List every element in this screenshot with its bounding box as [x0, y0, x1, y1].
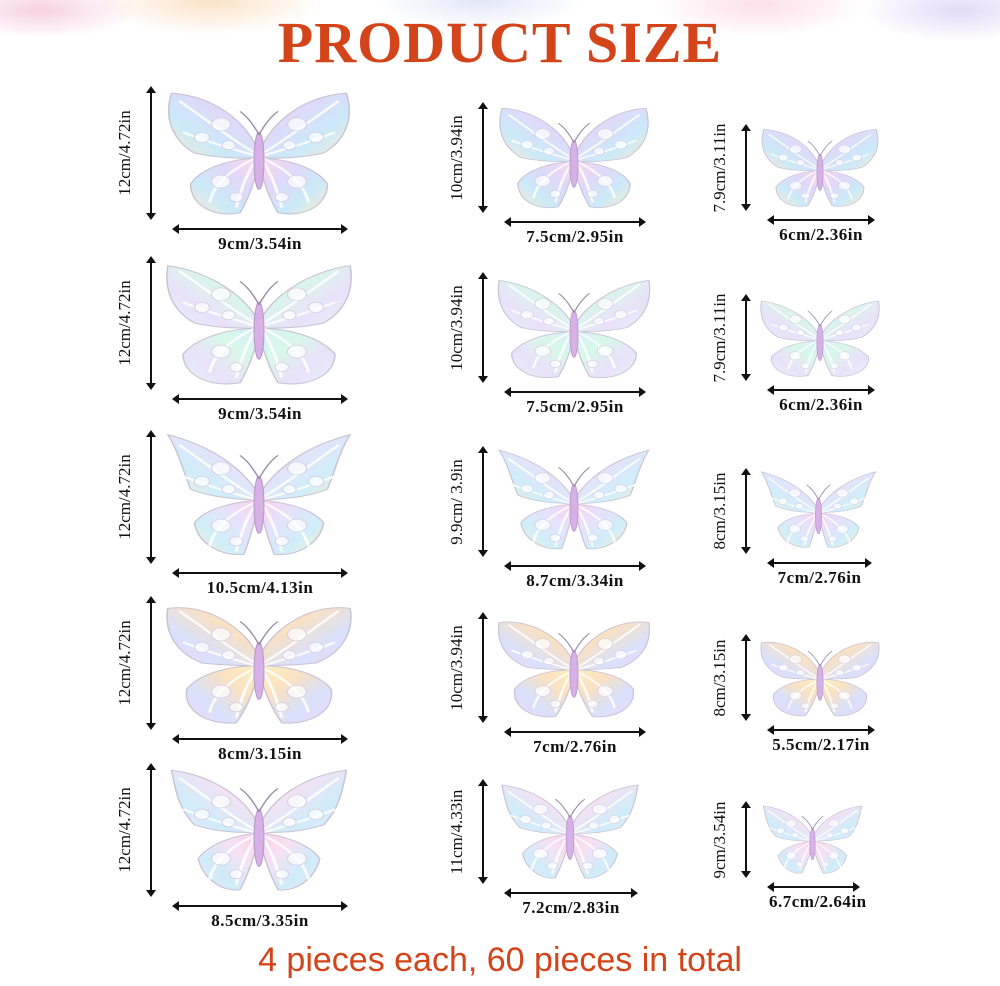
width-label: 7cm/2.76in: [533, 737, 617, 756]
height-label: 12cm/4.72in: [115, 280, 134, 366]
width-label: 6cm/2.36in: [779, 225, 863, 244]
width-label: 7.2cm/2.83in: [522, 898, 620, 917]
width-label: 10.5cm/4.13in: [206, 578, 314, 597]
width-dimension-arrow: [767, 385, 875, 395]
height-dimension-arrow: [741, 801, 751, 878]
width-dimension-arrow: [172, 224, 348, 234]
height-dimension-arrow: [741, 634, 751, 721]
height-dimension-arrow: [146, 86, 156, 220]
width-dimension-arrow: [504, 727, 646, 737]
width-label: 7.5cm/2.95in: [526, 227, 624, 246]
height-label: 12cm/4.72in: [115, 620, 134, 706]
width-dimension-arrow: [172, 568, 348, 578]
butterfly-image: [759, 636, 881, 724]
width-dimension-arrow: [504, 561, 646, 571]
width-dimension-arrow: [767, 882, 860, 892]
height-label: 10cm/3.94in: [447, 114, 466, 201]
height-label: 12cm/4.72in: [115, 110, 134, 196]
butterfly-image: [759, 126, 881, 214]
width-label: 6.7cm/2.64in: [769, 892, 867, 911]
width-dimension-arrow: [767, 725, 875, 735]
height-dimension-arrow: [478, 102, 488, 213]
width-label: 8cm/3.15in: [218, 744, 302, 763]
height-label: 12cm/4.72in: [115, 454, 134, 540]
width-label: 7cm/2.76in: [777, 568, 862, 587]
height-label: 9cm/3.54in: [710, 801, 729, 878]
height-dimension-arrow: [146, 430, 156, 564]
butterfly-image: [496, 104, 652, 216]
height-dimension-arrow: [741, 124, 751, 211]
height-dimension-arrow: [478, 272, 488, 383]
width-dimension-arrow: [504, 387, 646, 397]
height-dimension-arrow: [478, 612, 488, 723]
butterfly-image: [164, 88, 354, 223]
height-label: 7.9cm/3.11in: [710, 122, 729, 213]
width-label: 6cm/2.36in: [779, 395, 863, 414]
butterfly-image: [759, 470, 878, 557]
height-label: 8cm/3.15in: [710, 472, 729, 550]
quantity-caption: 4 pieces each, 60 pieces in total: [258, 941, 742, 979]
butterfly-image: [496, 274, 652, 386]
height-dimension-arrow: [146, 596, 156, 730]
height-dimension-arrow: [478, 779, 488, 884]
width-dimension-arrow: [172, 394, 348, 404]
butterfly-image: [164, 598, 354, 733]
width-dimension-arrow: [767, 558, 872, 568]
width-label: 8.7cm/3.34in: [526, 571, 624, 590]
butterfly-image: [496, 781, 644, 887]
height-label: 10cm/3.94in: [447, 284, 466, 371]
height-dimension-arrow: [146, 763, 156, 897]
height-label: 12cm/4.72in: [115, 787, 134, 873]
butterfly-image: [496, 614, 652, 726]
height-label: 7.9cm/3.11in: [710, 292, 729, 383]
width-dimension-arrow: [172, 901, 348, 911]
page-title: PRODUCT SIZE: [277, 10, 723, 75]
height-label: 11cm/4.33in: [447, 789, 466, 874]
butterfly-image: [164, 432, 354, 567]
height-label: 9.9cm/ 3.9in: [447, 458, 466, 545]
butterfly-image: [759, 803, 866, 881]
height-dimension-arrow: [741, 294, 751, 381]
width-label: 9cm/3.54in: [218, 404, 302, 423]
butterfly-image: [759, 296, 881, 384]
width-label: 8.5cm/3.35in: [211, 911, 309, 930]
width-label: 7.5cm/2.95in: [526, 397, 624, 416]
height-dimension-arrow: [478, 446, 488, 557]
height-dimension-arrow: [146, 256, 156, 390]
width-dimension-arrow: [504, 217, 646, 227]
height-dimension-arrow: [741, 468, 751, 554]
width-dimension-arrow: [767, 215, 875, 225]
butterfly-image: [496, 448, 652, 560]
width-dimension-arrow: [172, 734, 348, 744]
butterfly-image: [164, 258, 354, 393]
watercolor-header-wash: [0, 0, 1000, 80]
width-label: 5.5cm/2.17in: [772, 735, 870, 754]
butterfly-image: [164, 765, 354, 900]
width-dimension-arrow: [504, 888, 638, 898]
height-label: 10cm/3.94in: [447, 624, 466, 711]
height-label: 8cm/3.15in: [710, 639, 729, 716]
width-label: 9cm/3.54in: [218, 234, 302, 253]
